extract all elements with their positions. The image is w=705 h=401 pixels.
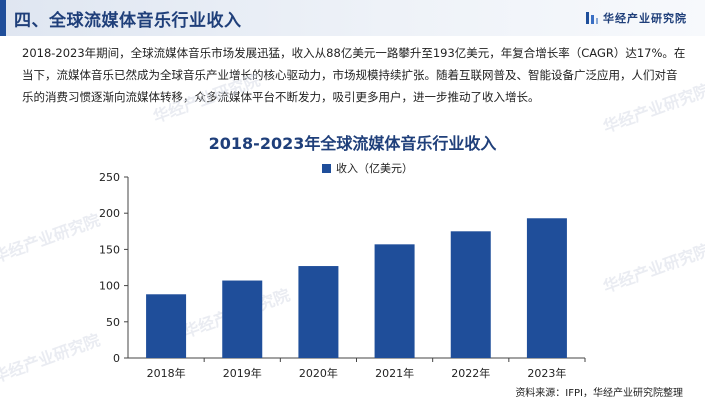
y-tick-label: 200 xyxy=(99,207,120,220)
legend-label: 收入（亿美元） xyxy=(336,162,413,175)
x-tick-label: 2019年 xyxy=(223,366,262,380)
y-tick-label: 150 xyxy=(99,243,120,256)
brand: 华经产业研究院 xyxy=(586,10,687,26)
y-tick-label: 0 xyxy=(113,352,120,365)
source-note: 资料来源：IFPI，华经产业研究院整理 xyxy=(515,388,683,399)
x-tick-label: 2020年 xyxy=(299,366,338,380)
bar xyxy=(374,244,415,358)
y-tick-label: 250 xyxy=(99,171,120,184)
y-tick-label: 50 xyxy=(106,316,120,329)
brand-logo-icon xyxy=(586,12,598,24)
chart-legend: 收入（亿美元） xyxy=(322,160,413,176)
intro-paragraph: 2018-2023年期间，全球流媒体音乐市场发展迅猛，收入从88亿美元一路攀升至… xyxy=(22,46,686,104)
x-tick-label: 2023年 xyxy=(527,366,566,380)
bar xyxy=(298,266,339,358)
page-title: 四、全球流媒体音乐行业收入 xyxy=(14,11,242,31)
chart-title: 2018-2023年全球流媒体音乐行业收入 xyxy=(208,134,497,153)
header-bar: 四、全球流媒体音乐行业收入 华经产业研究院 xyxy=(0,0,705,36)
brand-name: 华经产业研究院 xyxy=(603,12,687,25)
x-tick-label: 2022年 xyxy=(451,366,490,380)
header-accent-bar xyxy=(0,0,6,36)
bar xyxy=(450,231,491,358)
bar xyxy=(146,294,187,358)
y-tick-label: 100 xyxy=(99,280,120,293)
x-tick-label: 2018年 xyxy=(147,366,186,380)
bar xyxy=(222,280,263,358)
bar xyxy=(526,218,567,358)
x-tick-label: 2021年 xyxy=(375,366,414,380)
legend-swatch xyxy=(322,163,331,173)
